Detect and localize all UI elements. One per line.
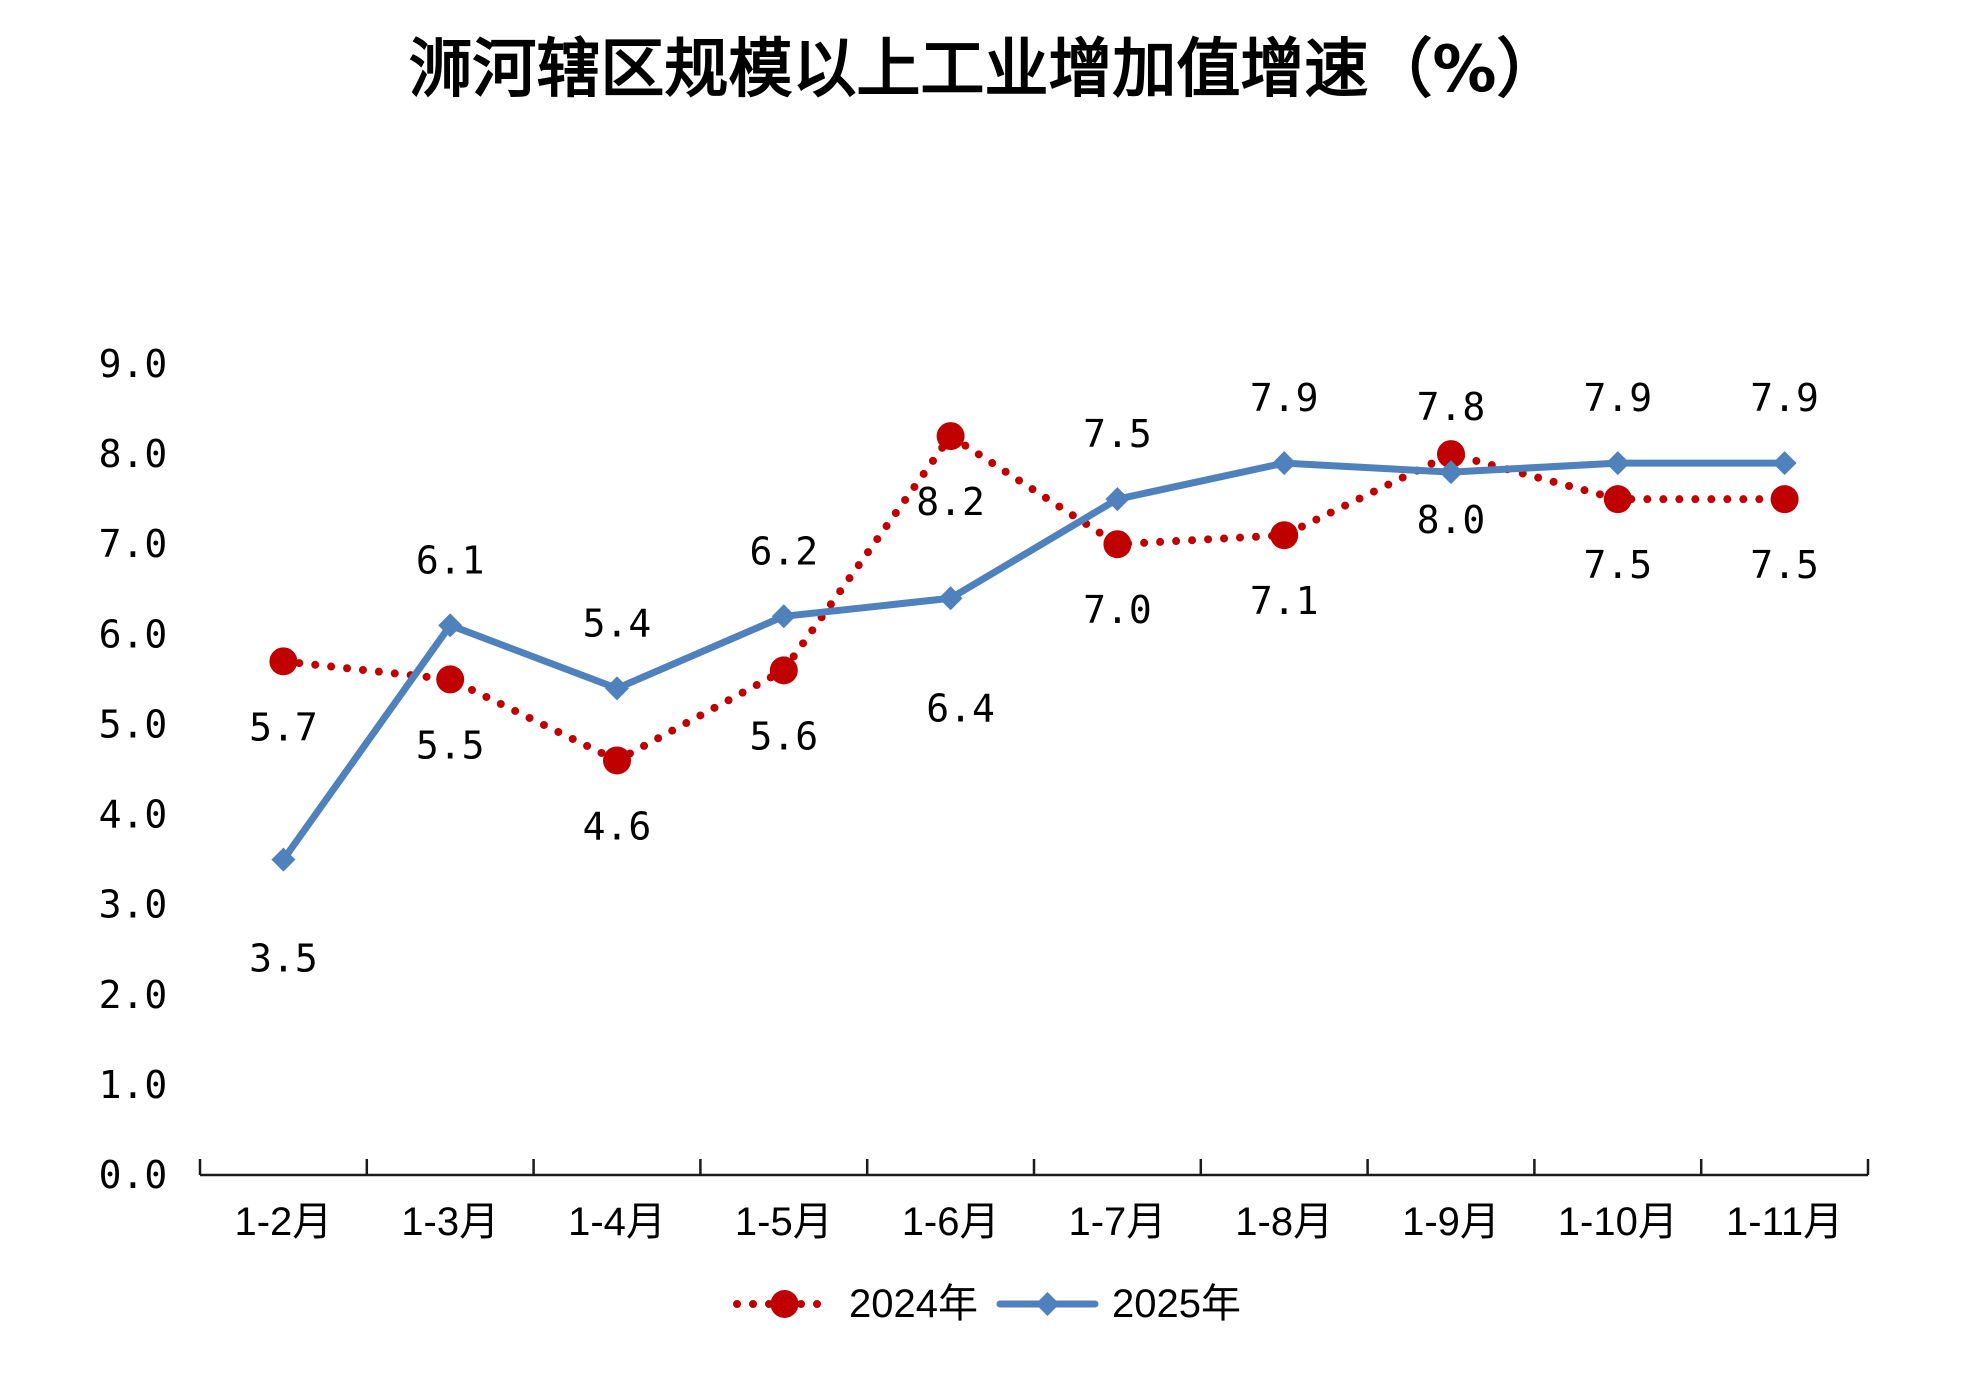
series-2024-point — [769, 656, 798, 685]
y-tick-label: 9.0 — [99, 342, 168, 386]
series-2024-point — [603, 746, 631, 775]
series-2025-point — [771, 604, 796, 629]
y-tick-label: 5.0 — [99, 702, 168, 746]
legend-2025-marker — [1035, 1292, 1060, 1316]
data-label: 8.0 — [1417, 498, 1486, 542]
y-tick-label: 2.0 — [99, 973, 168, 1017]
series-2024-line — [279, 432, 1789, 765]
data-label: 5.6 — [749, 714, 818, 758]
y-tick-label: 8.0 — [99, 432, 168, 476]
x-tick-label: 1-8月 — [1235, 1200, 1333, 1244]
legend-2024-marker — [770, 1290, 799, 1318]
y-tick-label: 6.0 — [99, 612, 168, 656]
series-2024-point — [1437, 440, 1465, 469]
data-label: 7.1 — [1250, 579, 1319, 623]
y-tick-label: 7.0 — [99, 522, 168, 566]
data-label: 4.6 — [583, 804, 652, 848]
data-label: 5.4 — [583, 601, 652, 645]
series-2024-point — [269, 647, 298, 676]
series-2024-point — [1270, 521, 1299, 550]
data-label: 7.9 — [1250, 376, 1319, 420]
series-2024-point — [1603, 485, 1632, 514]
x-tick-label: 1-2月 — [234, 1200, 332, 1244]
series-2025-point — [1439, 460, 1463, 485]
data-label: 7.5 — [1583, 543, 1652, 587]
data-label: 7.5 — [1083, 412, 1152, 456]
data-label: 6.2 — [749, 529, 818, 573]
x-tick-label: 1-7月 — [1068, 1200, 1166, 1244]
data-label: 6.1 — [416, 538, 485, 582]
data-label: 7.9 — [1583, 376, 1652, 420]
data-label: 5.7 — [249, 705, 318, 749]
series-2025-point — [1105, 487, 1130, 512]
data-label: 7.5 — [1750, 543, 1819, 587]
y-tick-label: 1.0 — [99, 1063, 168, 1107]
x-tick-label: 1-11月 — [1726, 1200, 1843, 1244]
data-label: 7.0 — [1083, 588, 1152, 632]
series-2025-point — [605, 676, 629, 701]
series-2025-point — [438, 613, 463, 638]
chart-title: 浉河辖区规模以上工业增加值增速（%） — [408, 33, 1561, 107]
legend-label-2025: 2025年 — [1112, 1282, 1241, 1326]
series-2025-point — [271, 847, 296, 872]
series-2024-point — [1103, 530, 1132, 559]
x-tick-label: 1-6月 — [902, 1200, 1000, 1244]
series-2025-point — [1272, 451, 1297, 476]
x-tick-label: 1-5月 — [735, 1200, 833, 1244]
x-tick-label: 1-3月 — [401, 1200, 499, 1244]
x-tick-label: 1-9月 — [1402, 1200, 1500, 1244]
data-label: 5.5 — [416, 723, 485, 767]
data-label: 3.5 — [249, 937, 318, 981]
x-tick-label: 1-10月 — [1558, 1200, 1678, 1244]
y-tick-label: 4.0 — [99, 793, 168, 837]
data-label: 6.4 — [926, 686, 995, 730]
legend-label-2024: 2024年 — [849, 1282, 978, 1326]
series-2025-point — [1772, 451, 1797, 476]
data-label: 8.2 — [916, 480, 985, 524]
series-2024-point — [1770, 485, 1799, 514]
data-label: 7.9 — [1750, 376, 1819, 420]
y-tick-label: 3.0 — [99, 883, 168, 927]
series-2025-point — [938, 586, 963, 611]
series-2024-point — [936, 422, 965, 451]
series-2025-point — [1605, 451, 1630, 476]
y-tick-label: 0.0 — [99, 1153, 168, 1197]
series-2025-line — [279, 459, 1789, 864]
data-label: 7.8 — [1417, 385, 1486, 429]
series-2024-point — [436, 665, 465, 694]
x-tick-label: 1-4月 — [568, 1200, 666, 1244]
